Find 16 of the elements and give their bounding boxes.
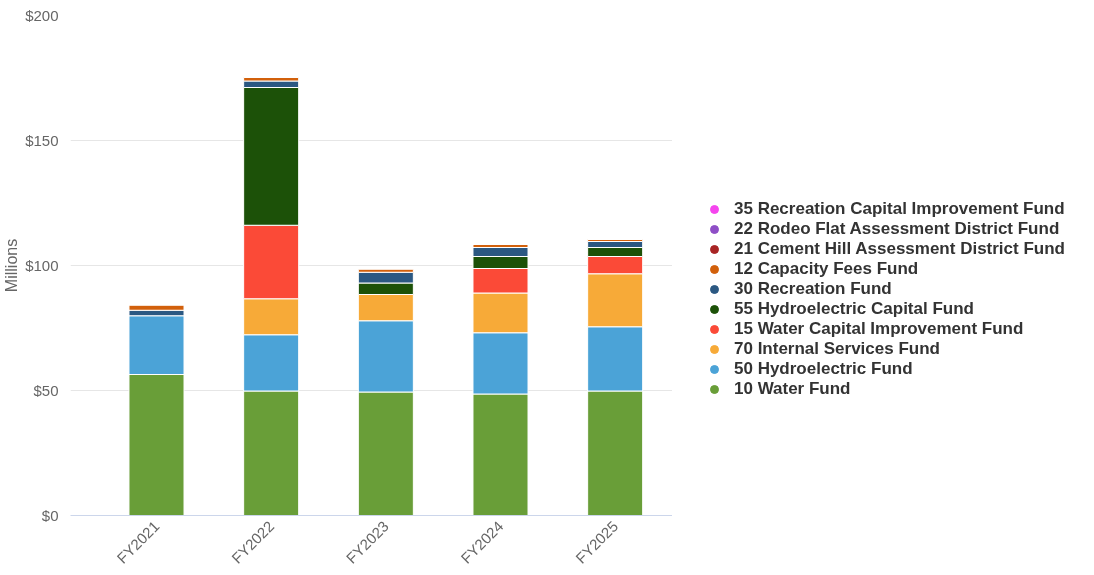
legend-label: 10 Water Fund: [734, 379, 851, 399]
legend-label: 30 Recreation Fund: [734, 279, 892, 299]
y-axis-title: Millions: [3, 238, 21, 293]
legend-label: 21 Cement Hill Assessment District Fund: [734, 239, 1065, 259]
legend-label: 15 Water Capital Improvement Fund: [734, 319, 1024, 339]
legend-label: 12 Capacity Fees Fund: [734, 259, 919, 279]
y-tick-label: $100: [25, 257, 59, 274]
y-tick-label: $50: [33, 382, 59, 399]
legend-label: 55 Hydroelectric Capital Fund: [734, 299, 974, 319]
y-tick-label: $200: [25, 7, 59, 24]
legend-label: 35 Recreation Capital Improvement Fund: [734, 199, 1065, 219]
y-tick-label: $0: [41, 507, 59, 524]
legend-label: 22 Rodeo Flat Assessment District Fund: [734, 219, 1060, 239]
y-tick-label: $150: [25, 132, 59, 149]
legend-label: 50 Hydroelectric Fund: [734, 359, 913, 379]
legend-label: 70 Internal Services Fund: [734, 339, 940, 359]
